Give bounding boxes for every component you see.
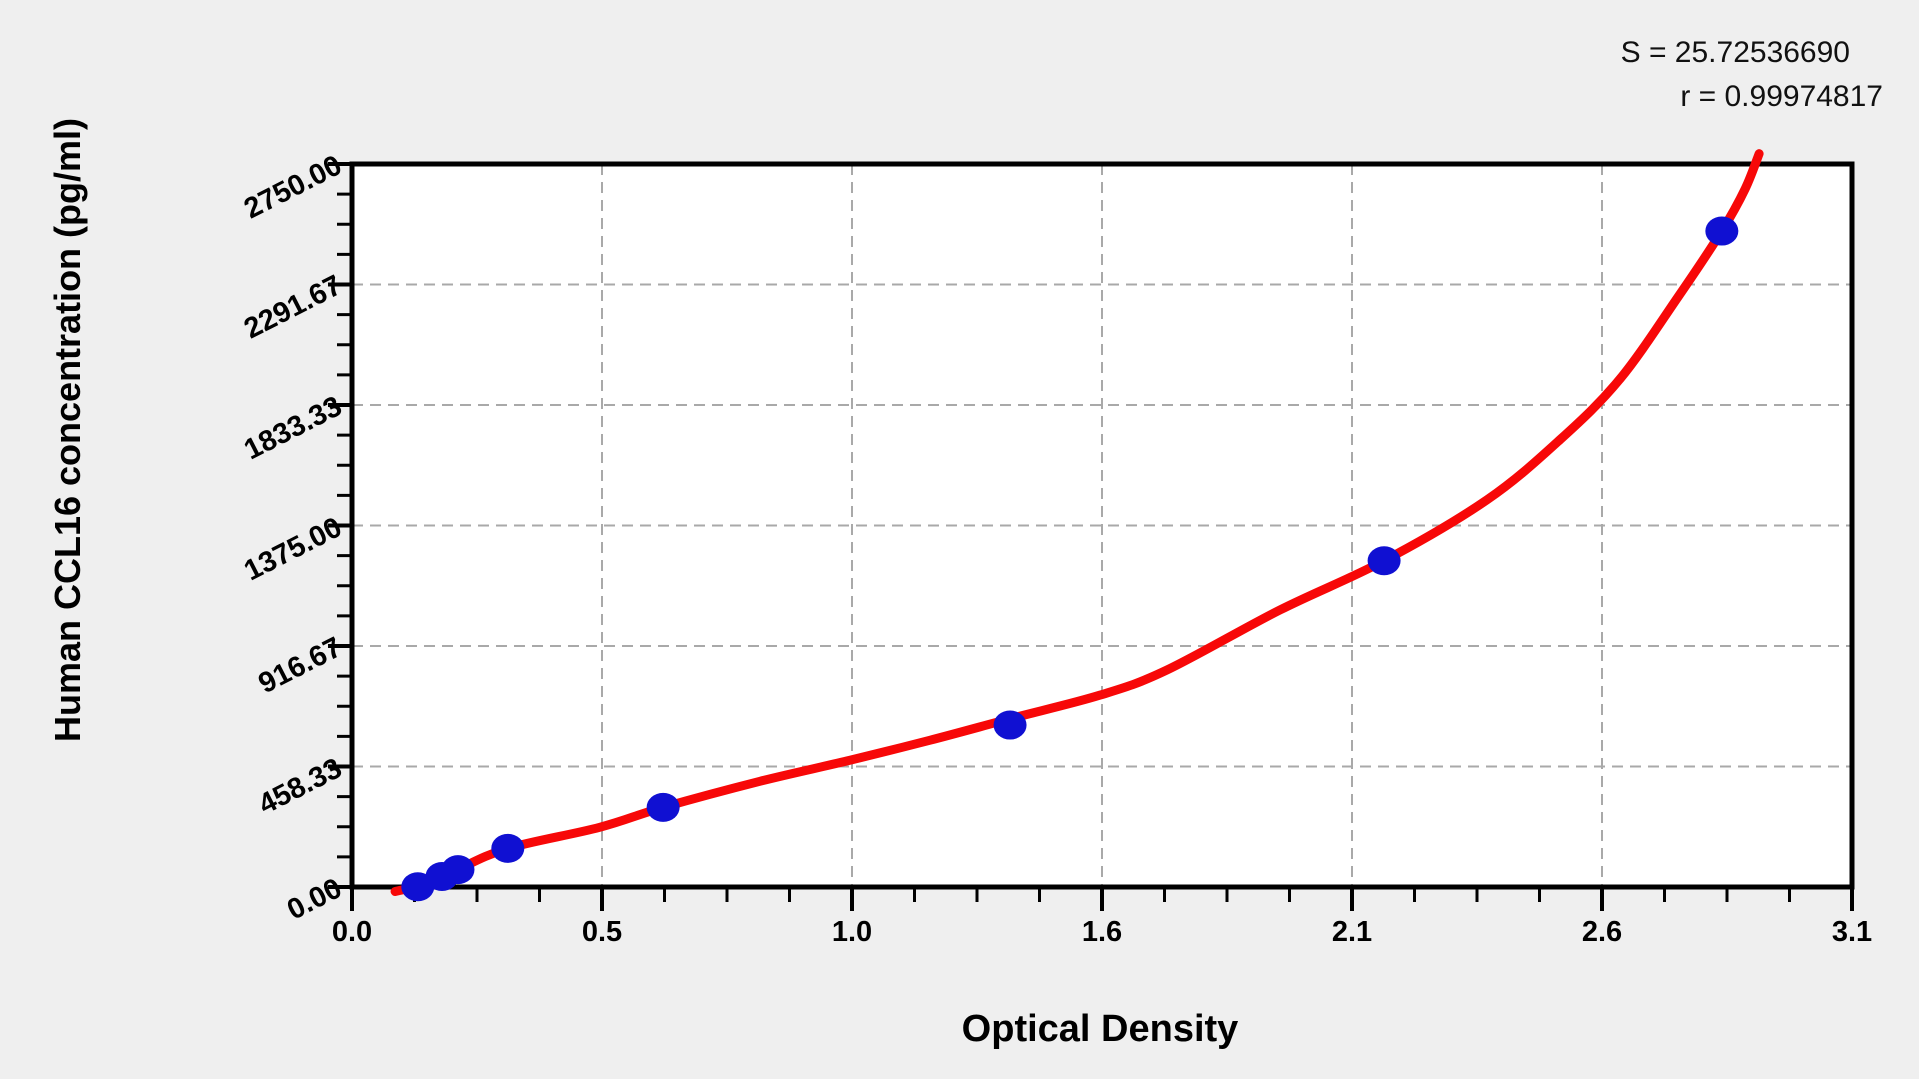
plot-border xyxy=(349,161,1855,890)
x-tick-label: 0.0 xyxy=(331,916,373,948)
data-point xyxy=(993,710,1027,740)
x-tick-label: 1.0 xyxy=(831,916,873,948)
data-point xyxy=(1705,216,1739,246)
x-tick-label: 0.5 xyxy=(581,916,623,948)
y-axis-title: Human CCL16 concentration (pg/ml) xyxy=(47,117,88,743)
x-axis-title: Optical Density xyxy=(961,1008,1239,1050)
x-tick-label: 3.1 xyxy=(1831,916,1873,948)
x-tick-label: 1.6 xyxy=(1081,916,1123,948)
data-point xyxy=(441,855,475,885)
fit-statistic-s: S = 25.72536690 xyxy=(1620,36,1850,69)
x-tick-label: 2.1 xyxy=(1331,916,1373,948)
fit-statistic-r: r = 0.99974817 xyxy=(1680,80,1883,113)
x-tick-label: 2.6 xyxy=(1581,916,1623,948)
data-point xyxy=(491,833,525,863)
data-point xyxy=(1367,546,1401,576)
data-point xyxy=(646,792,680,822)
